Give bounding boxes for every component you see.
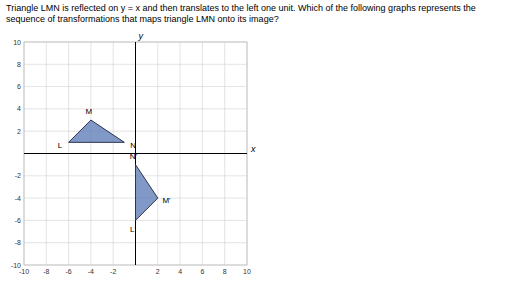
- y-tick-label: 4: [17, 105, 21, 112]
- x-tick-label: -4: [88, 268, 94, 275]
- triangle: [136, 164, 158, 220]
- vertex-label: L: [58, 140, 63, 149]
- vertex-label: L': [130, 225, 136, 234]
- titles: Triangle LMN is reflected on y = x and t…: [0, 0, 523, 28]
- vertex-label: N: [130, 140, 136, 149]
- vertex-label: N': [130, 151, 138, 160]
- x-tick-label: -2: [110, 268, 116, 275]
- grid: [24, 42, 247, 265]
- x-tick-label: 10: [243, 268, 251, 275]
- x-tick-label: 8: [223, 268, 227, 275]
- vertex-label: M': [162, 196, 171, 205]
- y-tick-label: 10: [13, 38, 21, 45]
- y-tick-label: 6: [17, 83, 21, 90]
- y-tick-label: -4: [15, 194, 21, 201]
- y-axis-label: y: [138, 31, 144, 41]
- vertex-label: M: [85, 107, 92, 116]
- x-tick-label: -6: [65, 268, 71, 275]
- y-tick-label: -6: [15, 216, 21, 223]
- y-tick-label: -8: [15, 239, 21, 246]
- y-tick-label: -2: [15, 172, 21, 179]
- subtitle: sequence of transformations that maps tr…: [6, 14, 517, 25]
- chart-container: -10-8-6-4-2246810-10-8-6-4-2246810xyLMNL…: [0, 28, 523, 283]
- y-tick-label: -10: [11, 261, 21, 268]
- x-tick-label: -10: [19, 268, 29, 275]
- triangle: [69, 120, 125, 142]
- plot-frame: [24, 42, 247, 265]
- x-axis-label: x: [250, 143, 256, 153]
- x-tick-label: -8: [43, 268, 49, 275]
- title: Triangle LMN is reflected on y = x and t…: [6, 3, 517, 14]
- plot-svg: -10-8-6-4-2246810-10-8-6-4-2246810xyLMNL…: [0, 28, 523, 281]
- vertex-labels: L M N L' M' N': [58, 107, 171, 234]
- x-tick-label: 6: [200, 268, 204, 275]
- y-tick-label: 8: [17, 60, 21, 67]
- x-tick-label: 2: [156, 268, 160, 275]
- x-tick-label: 4: [178, 268, 182, 275]
- y-tick-label: 2: [17, 127, 21, 134]
- data-marks: [69, 120, 158, 220]
